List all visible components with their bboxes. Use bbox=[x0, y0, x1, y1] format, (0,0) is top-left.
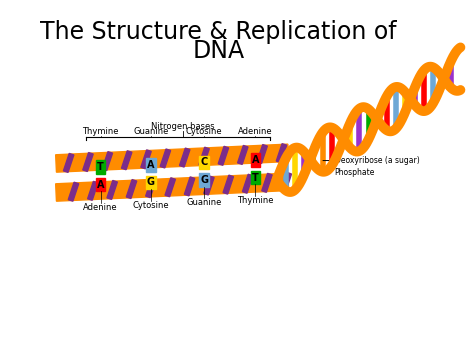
Text: Phosphate: Phosphate bbox=[323, 168, 375, 177]
Polygon shape bbox=[257, 144, 267, 164]
Text: Adenine: Adenine bbox=[83, 203, 118, 212]
Text: G: G bbox=[200, 175, 208, 185]
Polygon shape bbox=[218, 146, 228, 165]
Text: A: A bbox=[97, 180, 104, 190]
Polygon shape bbox=[242, 174, 253, 193]
Polygon shape bbox=[223, 175, 234, 194]
Polygon shape bbox=[64, 153, 74, 173]
Polygon shape bbox=[146, 158, 155, 172]
Polygon shape bbox=[96, 178, 105, 191]
Text: Nitrogen bases: Nitrogen bases bbox=[151, 121, 215, 131]
Polygon shape bbox=[146, 176, 155, 189]
Text: Cytosine: Cytosine bbox=[186, 127, 222, 136]
Polygon shape bbox=[184, 177, 195, 196]
Text: Thymine: Thymine bbox=[237, 196, 273, 205]
Text: A: A bbox=[147, 160, 155, 170]
Polygon shape bbox=[68, 182, 79, 201]
Polygon shape bbox=[276, 144, 287, 163]
Polygon shape bbox=[262, 173, 272, 192]
Text: Cytosine: Cytosine bbox=[133, 201, 169, 210]
Polygon shape bbox=[251, 171, 260, 184]
Polygon shape bbox=[55, 173, 289, 201]
Polygon shape bbox=[199, 156, 209, 169]
Text: A: A bbox=[252, 155, 259, 165]
Text: G: G bbox=[147, 178, 155, 187]
Text: DNA: DNA bbox=[192, 39, 245, 63]
Polygon shape bbox=[180, 148, 190, 167]
Polygon shape bbox=[237, 146, 248, 164]
Polygon shape bbox=[146, 179, 156, 198]
Polygon shape bbox=[55, 144, 289, 172]
Text: Guanine: Guanine bbox=[186, 198, 222, 207]
Polygon shape bbox=[121, 151, 132, 170]
Text: T: T bbox=[97, 162, 104, 172]
Text: The Structure & Replication of: The Structure & Replication of bbox=[40, 20, 397, 44]
Text: C: C bbox=[201, 158, 208, 168]
Polygon shape bbox=[127, 180, 137, 198]
Polygon shape bbox=[204, 176, 214, 195]
Text: Thymine: Thymine bbox=[82, 127, 119, 136]
Polygon shape bbox=[96, 160, 105, 174]
Polygon shape bbox=[83, 153, 93, 171]
Polygon shape bbox=[199, 147, 210, 166]
Text: Adenine: Adenine bbox=[238, 127, 273, 136]
Polygon shape bbox=[160, 149, 171, 168]
Text: Guanine: Guanine bbox=[133, 127, 169, 136]
Polygon shape bbox=[281, 173, 292, 191]
Polygon shape bbox=[88, 181, 98, 200]
Polygon shape bbox=[102, 152, 112, 171]
Polygon shape bbox=[107, 180, 118, 200]
Text: T: T bbox=[252, 173, 259, 182]
Text: Deoxyribose (a sugar): Deoxyribose (a sugar) bbox=[323, 156, 419, 165]
Polygon shape bbox=[141, 150, 151, 169]
Polygon shape bbox=[199, 173, 209, 187]
Polygon shape bbox=[251, 153, 260, 167]
Polygon shape bbox=[165, 178, 175, 197]
